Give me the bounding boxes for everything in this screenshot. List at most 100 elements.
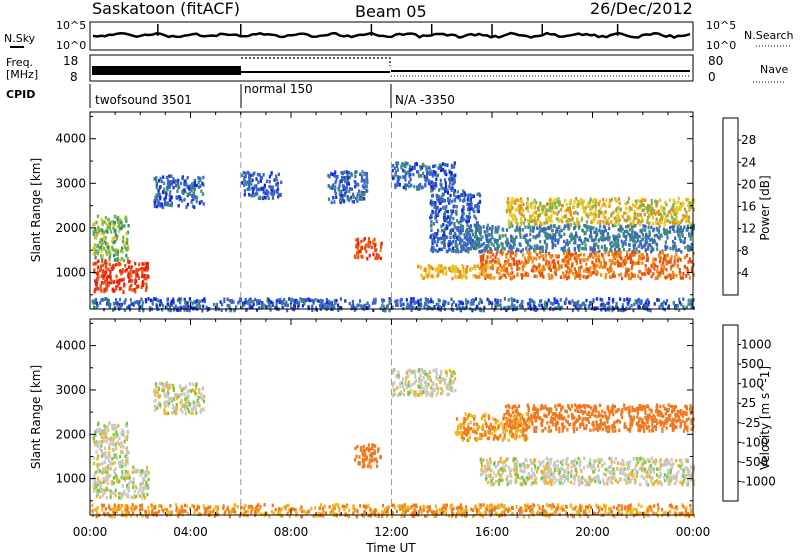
heatmap-cell <box>355 170 358 174</box>
heatmap-cell <box>589 205 592 209</box>
heatmap-cell <box>473 209 476 214</box>
heatmap-cell <box>678 301 681 305</box>
heatmap-cell <box>608 305 611 309</box>
colorbar-label-3: 16 <box>741 200 756 214</box>
heatmap-cell <box>461 212 464 216</box>
heatmap-cell <box>515 235 518 239</box>
heatmap-cell <box>112 308 115 312</box>
heatmap-cell <box>541 245 544 250</box>
heatmap-cell <box>598 260 601 264</box>
heatmap-cell <box>138 300 141 304</box>
heatmap-cell <box>666 213 669 218</box>
heatmap-cell <box>677 196 680 201</box>
heatmap-cell <box>139 482 142 487</box>
heatmap-cell <box>174 411 177 416</box>
heatmap-cell <box>155 385 158 389</box>
heatmap-cell <box>178 297 181 301</box>
heatmap-cell <box>600 229 603 234</box>
heatmap-cell <box>173 407 176 411</box>
heatmap-cell <box>663 230 666 234</box>
heatmap-cell <box>540 299 543 303</box>
heatmap-cell <box>506 306 509 310</box>
heatmap-cell <box>671 239 675 244</box>
velocity-region-2 <box>153 381 206 416</box>
heatmap-cell <box>668 198 671 203</box>
heatmap-cell <box>439 178 442 183</box>
heatmap-cell <box>482 225 485 229</box>
heatmap-cell <box>115 435 118 439</box>
heatmap-cell <box>649 269 652 273</box>
heatmap-cell <box>358 197 361 201</box>
heatmap-cell <box>450 303 454 307</box>
heatmap-cell <box>673 272 676 277</box>
heatmap-cell <box>619 228 623 233</box>
heatmap-cell <box>650 225 653 230</box>
heatmap-cell <box>512 275 516 279</box>
heatmap-cell <box>142 280 145 284</box>
heatmap-cell <box>404 173 407 178</box>
heatmap-cell <box>94 256 97 260</box>
heatmap-cell <box>613 255 616 260</box>
heatmap-cell <box>115 430 118 434</box>
heatmap-cell <box>543 239 546 244</box>
heatmap-cell <box>301 303 304 308</box>
heatmap-cell <box>191 388 194 392</box>
heatmap-cell <box>636 216 639 221</box>
heatmap-cell <box>607 222 610 227</box>
heatmap-cell <box>583 269 586 273</box>
heatmap-cell <box>549 301 552 305</box>
heatmap-cell <box>193 181 196 185</box>
heatmap-cell <box>574 251 577 256</box>
heatmap-cell <box>381 303 384 308</box>
heatmap-cell <box>106 230 109 234</box>
heatmap-cell <box>333 173 336 178</box>
heatmap-cell <box>560 305 563 310</box>
heatmap-cell <box>125 452 128 456</box>
heatmap-cell <box>559 298 562 302</box>
heatmap-cell <box>107 274 110 279</box>
freq-tick-bottom: 8 <box>70 70 78 84</box>
heatmap-cell <box>115 237 118 241</box>
heatmap-cell <box>137 276 141 280</box>
heatmap-cell <box>640 230 643 235</box>
heatmap-cell <box>372 239 375 243</box>
heatmap-cell <box>111 457 114 461</box>
heatmap-cell <box>628 227 631 232</box>
heatmap-cell <box>633 234 636 239</box>
heatmap-cell <box>634 240 637 244</box>
heatmap-cell <box>251 190 254 194</box>
heatmap-cell <box>531 213 534 218</box>
heatmap-cell <box>686 271 689 276</box>
heatmap-cell <box>626 272 629 277</box>
heatmap-cell <box>620 261 623 265</box>
heatmap-cell <box>607 253 610 257</box>
heatmap-cell <box>580 198 583 203</box>
heatmap-cell <box>352 192 355 197</box>
heatmap-cell <box>105 467 108 472</box>
heatmap-cell <box>101 254 104 258</box>
heatmap-cell <box>574 270 578 274</box>
heatmap-cell <box>647 302 650 307</box>
heatmap-cell <box>479 228 482 232</box>
heatmap-cell <box>450 269 453 273</box>
heatmap-cell <box>598 258 601 262</box>
heatmap-cell <box>660 216 663 221</box>
heatmap-cell <box>359 172 362 176</box>
heatmap-cell <box>454 248 457 253</box>
heatmap-cell <box>112 220 115 225</box>
heatmap-cell <box>257 180 260 184</box>
heatmap-cell <box>466 202 469 206</box>
heatmap-cell <box>647 247 650 251</box>
heatmap-cell <box>451 276 454 281</box>
heatmap-cell <box>250 194 253 198</box>
heatmap-cell <box>661 215 664 219</box>
heatmap-cell <box>261 301 264 305</box>
heatmap-cell <box>129 278 132 282</box>
heatmap-cell <box>530 201 533 206</box>
heatmap-cell <box>366 178 369 182</box>
heatmap-cell <box>396 177 399 182</box>
heatmap-cell <box>170 308 173 312</box>
heatmap-cell <box>467 247 470 251</box>
heatmap-cell <box>158 193 161 197</box>
heatmap-cell <box>669 226 672 230</box>
